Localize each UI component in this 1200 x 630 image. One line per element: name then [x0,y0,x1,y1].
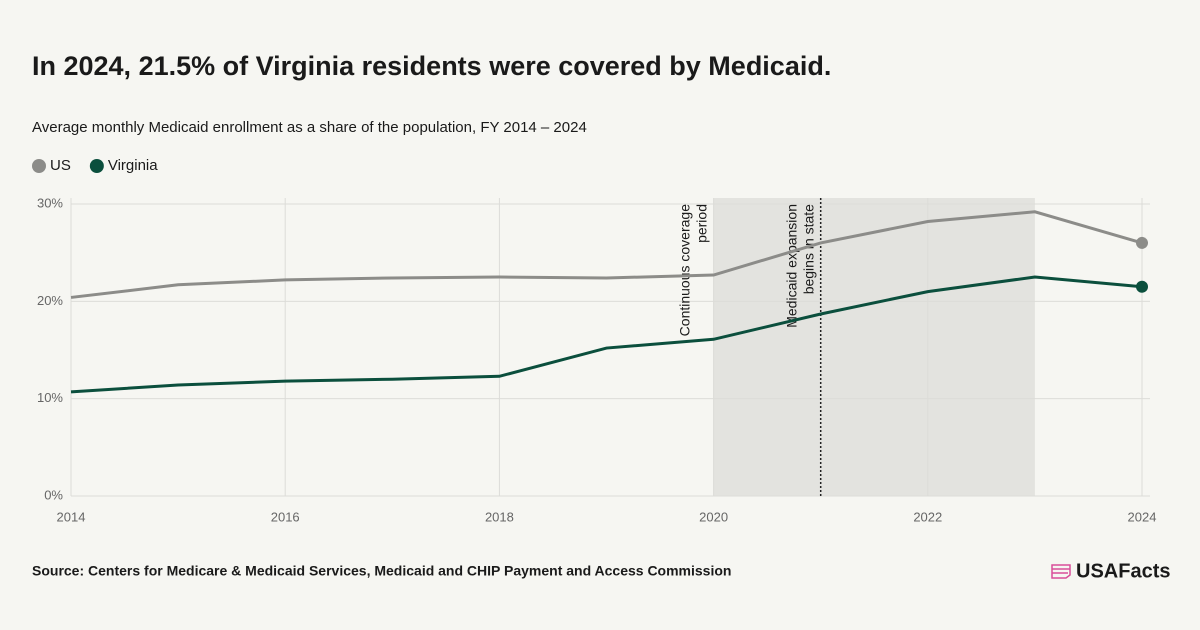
x-tick-label: 2018 [485,509,514,524]
series-line [70,275,1143,394]
y-tick-label: 0% [44,487,63,502]
chart-subtitle: Average monthly Medicaid enrollment as a… [32,119,587,136]
x-tick-label: 2022 [913,509,942,524]
legend-label: US [50,157,71,174]
annotation: Medicaid expansion [783,204,799,328]
x-tick-label: 2024 [1128,509,1157,524]
end-marker [1136,236,1148,249]
shaded-region [713,198,1035,496]
legend-swatch [89,159,104,173]
annotation: period [693,204,709,243]
x-tick-label: 2020 [699,509,728,524]
x-tick-label: 2014 [57,509,86,524]
brand: USAFacts [1076,560,1170,582]
y-tick-label: 10% [37,390,63,405]
series-line [70,210,1143,299]
y-tick-label: 20% [37,293,63,308]
annotation: Continuous coverage [676,204,692,337]
source: Source: Centers for Medicare & Medicaid … [32,563,731,579]
end-marker [1136,280,1148,293]
chart-title: In 2024, 21.5% of Virginia residents wer… [32,51,831,81]
x-tick-label: 2016 [271,509,300,524]
logo-icon [1051,564,1071,579]
legend-label: Virginia [108,157,158,174]
annotation: begins in state [800,204,816,294]
y-tick-label: 30% [37,195,63,210]
legend-swatch [32,159,46,173]
